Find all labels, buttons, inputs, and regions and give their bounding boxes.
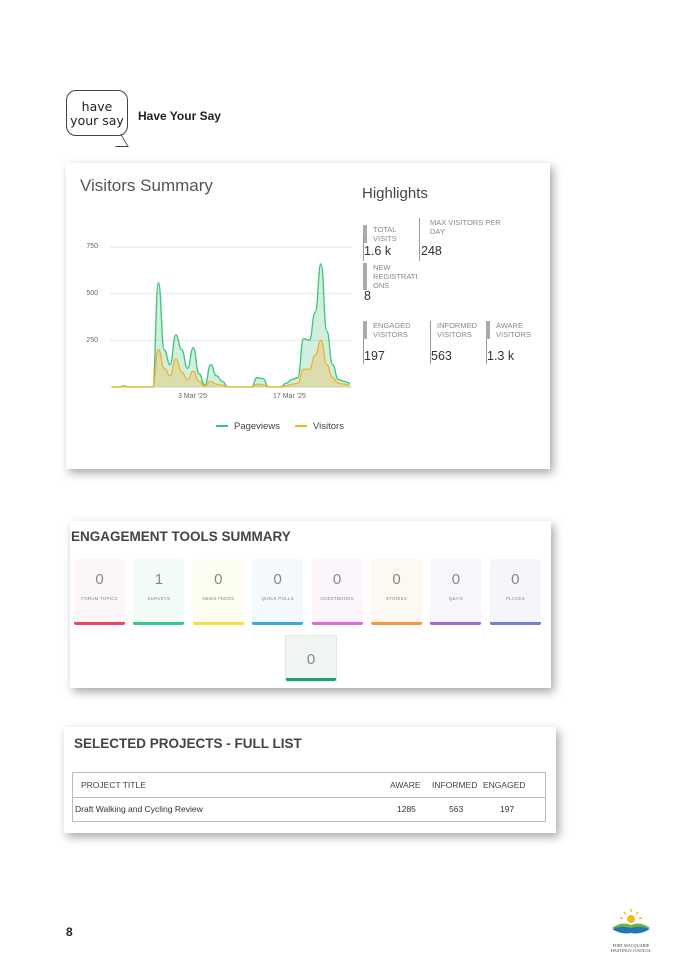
highlights-title: Highlights xyxy=(362,185,428,202)
tool-color-bar xyxy=(430,622,482,625)
stat-label-aware-visitors: AWARE VISITORS xyxy=(486,321,544,339)
tool-value: 0 xyxy=(214,571,223,588)
visitors-swatch xyxy=(295,425,307,428)
tool-color-bar xyxy=(74,622,125,625)
tool-label: Q&A'S xyxy=(448,596,464,601)
aware-cell: 1285 xyxy=(397,804,416,814)
tool-color-bar xyxy=(371,622,422,625)
tool-tile-forum-topics[interactable]: 0 FORUM TOPICS xyxy=(74,559,125,625)
engaged-cell: 197 xyxy=(500,804,515,814)
pageviews-swatch xyxy=(216,425,228,428)
engagement-tools-card: ENGAGEMENT TOOLS SUMMARY 0 FORUM TOPICS 1 S… xyxy=(70,521,551,688)
tool-label: NEWS FEEDS xyxy=(202,596,235,601)
legend-visitors[interactable]: Visitors xyxy=(295,421,344,432)
stat-value-engaged-visitors: 197 xyxy=(364,349,385,363)
stat-label-max-visitors: MAX VISITORS PER DAY xyxy=(419,218,512,236)
y-tick-500: 500 xyxy=(86,290,98,297)
stat-label-total-visits: TOTAL VISITS xyxy=(363,225,421,243)
series-area-visitors xyxy=(112,340,350,387)
series-area-pageviews xyxy=(112,263,350,387)
stat-divider xyxy=(419,236,420,261)
stat-value-max-visitors: 248 xyxy=(421,244,442,258)
series-line-visitors xyxy=(111,339,351,388)
tool-value: 0 xyxy=(95,571,104,588)
tool-value: 0 xyxy=(451,571,461,588)
y-tick-750: 750 xyxy=(86,243,98,250)
stat-divider xyxy=(486,339,487,364)
x-tick-17-mar: 17 Mar '25 xyxy=(273,393,306,400)
col-engaged[interactable]: ENGAGED xyxy=(483,780,526,790)
tool-label: STORIES xyxy=(385,596,408,601)
have-your-say-logo: have your say xyxy=(66,90,128,136)
visitors-summary-card: Visitors Summary 750 500 250 3 Mar '25 1… xyxy=(66,163,550,469)
tool-tile-quick-polls[interactable]: 0 QUICK POLLS xyxy=(252,559,304,625)
tool-extra-bar xyxy=(286,678,336,681)
selected-projects-title: SELECTED PROJECTS - FULL LIST xyxy=(74,736,302,751)
projects-table: PROJECT TITLE AWARE INFORMED ENGAGED Dra… xyxy=(72,772,546,822)
y-tick-250: 250 xyxy=(86,337,98,344)
col-informed[interactable]: INFORMED xyxy=(432,780,478,790)
legend-pageviews[interactable]: Pageviews xyxy=(216,421,280,432)
stat-value-new-registrations: 8 xyxy=(364,289,371,303)
tool-color-bar xyxy=(133,622,185,625)
tool-color-bar xyxy=(252,622,304,625)
page-number: 8 xyxy=(66,925,73,939)
stat-value-informed-visitors: 563 xyxy=(431,349,452,363)
x-tick-3-mar: 3 Mar '25 xyxy=(178,393,207,400)
tool-value: 0 xyxy=(332,571,342,588)
tool-label: GUESTBOOKS xyxy=(320,596,354,601)
col-project-title[interactable]: PROJECT TITLE xyxy=(81,780,146,790)
project-title-cell: Draft Walking and Cycling Review xyxy=(75,804,203,814)
tool-tile-stories[interactable]: 0 STORIES xyxy=(371,559,422,625)
tool-label: SURVEYS xyxy=(147,596,171,601)
tool-value: 0 xyxy=(273,571,282,588)
stat-divider xyxy=(430,339,431,364)
tool-label: PLACES xyxy=(505,596,525,601)
informed-cell: 563 xyxy=(449,804,464,814)
council-name: PORT MACQUARIE HASTINGS COUNCIL xyxy=(610,943,652,953)
selected-projects-card: SELECTED PROJECTS - FULL LIST PROJECT TI… xyxy=(64,727,556,833)
tool-tile-news-feeds[interactable]: 0 NEWS FEEDS xyxy=(192,559,244,625)
tool-tile-places[interactable]: 0 PLACES xyxy=(489,559,541,625)
council-emblem-icon xyxy=(612,909,650,934)
col-aware[interactable]: AWARE xyxy=(390,780,421,790)
tool-color-bar xyxy=(489,622,541,625)
council-logo: PORT MACQUARIE HASTINGS COUNCIL xyxy=(608,908,654,958)
tool-label: QUICK POLLS xyxy=(261,596,294,601)
engagement-tools-title: ENGAGEMENT TOOLS SUMMARY xyxy=(71,529,291,544)
table-row[interactable]: Draft Walking and Cycling Review 1285 56… xyxy=(73,797,545,821)
tool-color-bar xyxy=(311,622,363,625)
tool-value: 1 xyxy=(154,571,164,588)
tool-color-bar xyxy=(192,622,244,625)
visitors-summary-title: Visitors Summary xyxy=(80,176,213,195)
tool-tile-surveys[interactable]: 1 SURVEYS xyxy=(133,559,185,625)
tool-label: FORUM TOPICS xyxy=(81,596,118,601)
table-header: PROJECT TITLE AWARE INFORMED ENGAGED xyxy=(73,773,545,798)
tool-extra-value: 0 xyxy=(306,651,316,668)
tool-value: 0 xyxy=(511,571,520,588)
stat-divider xyxy=(363,339,364,364)
stat-label-new-registrations: NEW REGISTRATI ONS xyxy=(363,263,417,290)
stat-value-aware-visitors: 1.3 k xyxy=(487,349,515,363)
tool-tile-extra[interactable]: 0 xyxy=(285,635,337,682)
stat-label-engaged-visitors: ENGAGED VISITORS xyxy=(363,321,421,339)
visitors-chart xyxy=(110,246,352,388)
stat-label-informed-visitors: INFORMED VISITORS xyxy=(430,321,481,339)
tool-tile-guestbooks[interactable]: 0 GUESTBOOKS xyxy=(311,559,363,625)
site-title: Have Your Say xyxy=(138,109,221,123)
tool-tile-q-a-s[interactable]: 0 Q&A'S xyxy=(430,559,482,625)
stat-value-total-visits: 1.6 k xyxy=(364,244,392,258)
tool-value: 0 xyxy=(392,571,401,588)
stat-divider xyxy=(363,236,364,261)
